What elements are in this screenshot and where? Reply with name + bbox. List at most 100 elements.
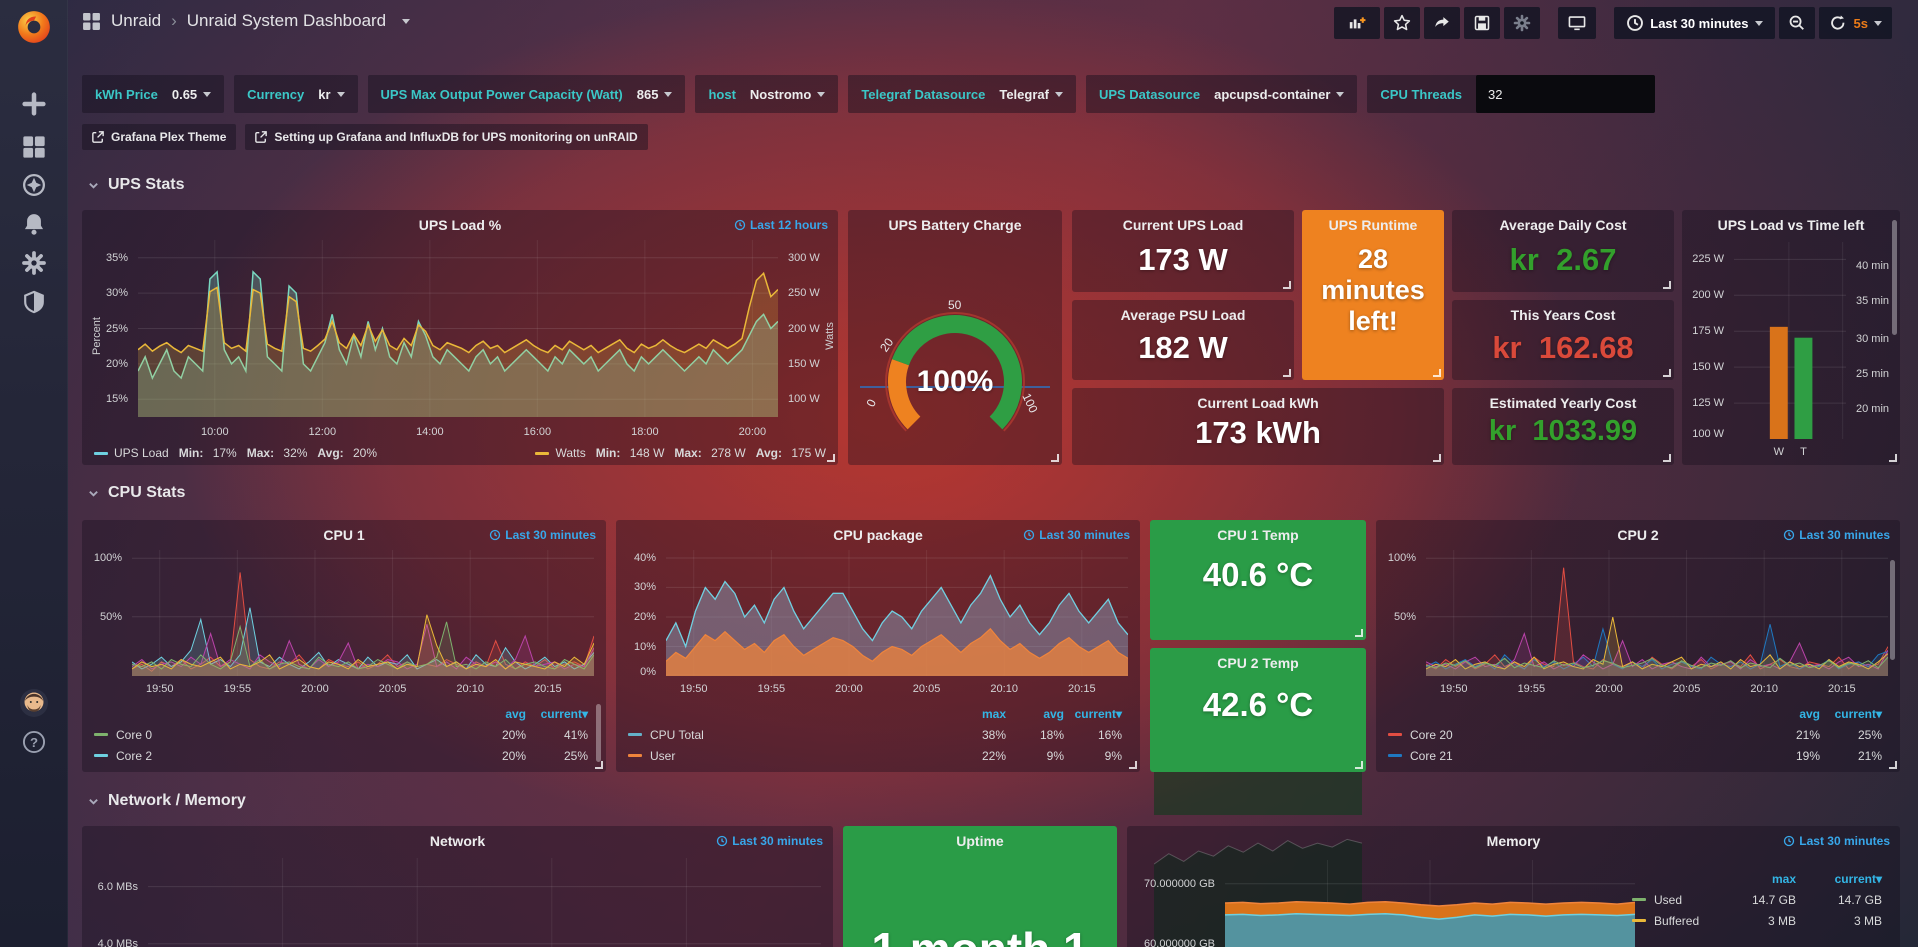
panel-title[interactable]: CPU 1 Temp (1217, 527, 1299, 543)
panel-resize-handle[interactable] (827, 454, 835, 462)
legend-series-name[interactable]: Core 2 (94, 749, 464, 763)
time-range-picker[interactable]: Last 30 minutes (1614, 7, 1775, 39)
dashboard-dropdown-caret-icon[interactable] (402, 18, 411, 24)
panel-resize-handle[interactable] (1433, 454, 1441, 462)
panel-title[interactable]: CPU 2 (1617, 527, 1659, 543)
panel-title[interactable]: CPU 2 Temp (1217, 655, 1299, 671)
panel-time-range[interactable]: Last 12 hours (734, 218, 828, 232)
panel-title[interactable]: This Years Cost (1510, 307, 1616, 323)
panel-resize-handle[interactable] (1663, 454, 1671, 462)
create-plus-icon[interactable] (21, 92, 46, 116)
panel-resize-handle[interactable] (595, 761, 603, 769)
dashboard-link[interactable]: Grafana Plex Theme (82, 124, 237, 150)
panel-resize-handle[interactable] (1355, 629, 1363, 637)
panel-title[interactable]: Average Daily Cost (1499, 217, 1627, 233)
panel-title[interactable]: Current Load kWh (1197, 395, 1319, 411)
variable-value[interactable]: 865 (637, 87, 673, 102)
panel-resize-handle[interactable] (1355, 761, 1363, 769)
legend-series-name[interactable]: User (628, 749, 948, 763)
variable-value[interactable]: kr (318, 87, 345, 102)
admin-shield-icon[interactable] (22, 290, 46, 314)
panel-time-range[interactable]: Last 30 minutes (489, 528, 596, 542)
legend-series-name[interactable]: Buffered (1632, 914, 1710, 928)
variable-input[interactable]: 32 (1476, 75, 1656, 113)
apps-grid-icon[interactable] (82, 12, 101, 31)
panel-resize-handle[interactable] (1051, 454, 1059, 462)
panel-title[interactable]: UPS Load vs Time left (1717, 217, 1865, 233)
variable-currency[interactable]: Currency kr (234, 75, 358, 113)
section-network-memory[interactable]: Network / Memory (88, 792, 246, 810)
legend-column-header[interactable]: max (1771, 871, 1796, 886)
scrollbar[interactable] (596, 704, 601, 762)
variable-value[interactable]: 0.65 (172, 87, 212, 102)
variable-telegraf-datasource[interactable]: Telegraf Datasource Telegraf (848, 75, 1076, 113)
panel-resize-handle[interactable] (1889, 761, 1897, 769)
dashboard-link[interactable]: Setting up Grafana and InfluxDB for UPS … (245, 124, 648, 150)
legend-item[interactable]: UPS Load Min: 17% Max: 32% Avg: 20% (94, 446, 377, 460)
panel-time-range[interactable]: Last 30 minutes (1783, 528, 1890, 542)
panel-title[interactable]: Estimated Yearly Cost (1489, 395, 1637, 411)
panel-title[interactable]: CPU 1 (323, 527, 365, 543)
panel-title[interactable]: Average PSU Load (1120, 307, 1246, 323)
settings-button[interactable] (1504, 7, 1541, 39)
help-icon[interactable]: ? (22, 730, 46, 754)
save-button[interactable] (1464, 7, 1501, 39)
panel-title[interactable]: UPS Battery Charge (888, 217, 1022, 233)
panel-title[interactable]: UPS Runtime (1328, 217, 1418, 233)
alerting-bell-icon[interactable] (22, 212, 46, 236)
legend-column-header[interactable]: current▾ (1074, 706, 1122, 721)
panel-title[interactable]: Uptime (956, 833, 1004, 849)
variable-value[interactable]: Nostromo (750, 87, 826, 102)
grafana-logo[interactable] (15, 8, 53, 46)
variable-value[interactable]: apcupsd-container (1214, 87, 1345, 102)
panel-title[interactable]: CPU package (833, 527, 923, 543)
configuration-gear-icon[interactable] (21, 251, 46, 275)
panel-time-range[interactable]: Last 30 minutes (716, 834, 823, 848)
variable-ups-max-output-power-capacity-watt-[interactable]: UPS Max Output Power Capacity (Watt) 865 (367, 75, 686, 113)
breadcrumb-page[interactable]: Unraid System Dashboard (186, 11, 387, 30)
legend-column-header[interactable]: current▾ (1834, 871, 1882, 886)
legend-item[interactable]: Watts Min: 148 W Max: 278 W Avg: 175 W (535, 446, 826, 460)
panel-title[interactable]: Current UPS Load (1122, 217, 1244, 233)
panel-resize-handle[interactable] (1889, 454, 1897, 462)
variable-ups-datasource[interactable]: UPS Datasource apcupsd-container (1085, 75, 1358, 113)
scrollbar[interactable] (1890, 560, 1895, 660)
legend-column-header[interactable]: max (981, 706, 1006, 721)
legend-column-header[interactable]: current▾ (1834, 706, 1882, 721)
panel-title[interactable]: UPS Load % (418, 217, 502, 233)
legend-column-header[interactable]: avg (1799, 706, 1820, 721)
legend-column-header[interactable]: avg (505, 706, 526, 721)
avatar[interactable] (19, 688, 49, 718)
refresh-picker[interactable]: 5s (1818, 7, 1892, 39)
legend-series-name[interactable]: Core 20 (1388, 728, 1758, 742)
panel-resize-handle[interactable] (1283, 281, 1291, 289)
legend-column-header[interactable]: current▾ (540, 706, 588, 721)
legend-series-name[interactable]: Core 0 (94, 728, 464, 742)
dashboards-icon[interactable] (22, 135, 46, 159)
variable-host[interactable]: host Nostromo (695, 75, 839, 113)
legend-column-header[interactable]: avg (1043, 706, 1064, 721)
legend-series-name[interactable]: CPU Total (628, 728, 948, 742)
variable-kwh-price[interactable]: kWh Price 0.65 (82, 75, 225, 113)
panel-resize-handle[interactable] (1433, 369, 1441, 377)
panel-title[interactable]: Memory (1486, 833, 1541, 849)
panel-time-range[interactable]: Last 30 minutes (1023, 528, 1130, 542)
section-cpu-stats[interactable]: CPU Stats (88, 484, 185, 502)
zoom-out-button[interactable] (1778, 7, 1815, 39)
panel-resize-handle[interactable] (1663, 369, 1671, 377)
section-ups-stats[interactable]: UPS Stats (88, 176, 184, 194)
legend-series-name[interactable]: Used (1632, 893, 1710, 907)
legend-series-name[interactable]: UPS Load (114, 446, 169, 460)
share-button[interactable] (1424, 7, 1461, 39)
cycle-view-button[interactable] (1558, 7, 1597, 39)
add-panel-button[interactable] (1334, 7, 1381, 39)
breadcrumb-app[interactable]: Unraid (111, 11, 162, 30)
scrollbar[interactable] (1892, 220, 1897, 335)
legend-series-name[interactable]: Core 21 (1388, 749, 1758, 763)
variable-value[interactable]: Telegraf (999, 87, 1063, 102)
panel-title[interactable]: Network (429, 833, 486, 849)
variable-cpu-threads[interactable]: CPU Threads 32 (1367, 75, 1656, 113)
panel-resize-handle[interactable] (1663, 281, 1671, 289)
panel-resize-handle[interactable] (1283, 369, 1291, 377)
legend-series-name[interactable]: Watts (555, 446, 586, 460)
